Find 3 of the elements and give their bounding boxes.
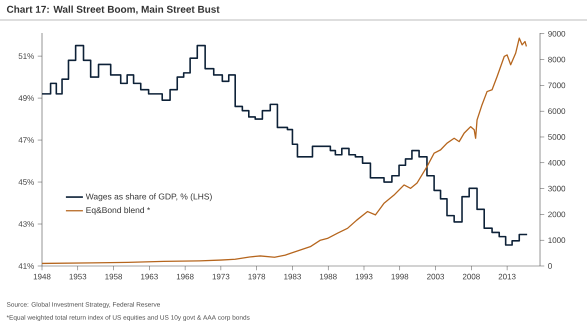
legend-label: Eq&Bond blend * [86, 206, 150, 215]
legend-label: Wages as share of GDP, % (LHS) [86, 193, 212, 202]
chart-title: Chart 17: Wall Street Boom, Main Street Bust [6, 6, 220, 14]
